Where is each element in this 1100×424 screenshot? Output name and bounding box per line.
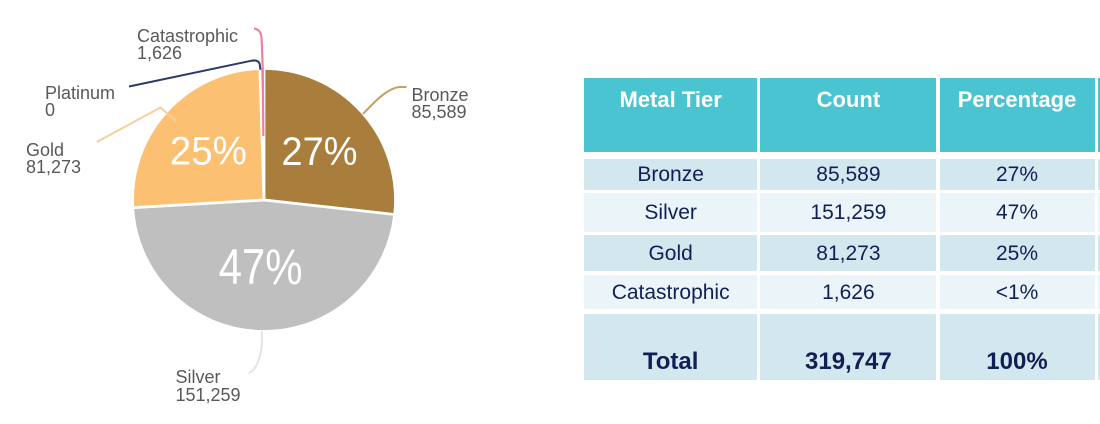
svg-text:47%: 47% [219, 239, 303, 295]
svg-text:25%: 25% [170, 130, 247, 174]
svg-text:27%: 27% [282, 130, 358, 174]
